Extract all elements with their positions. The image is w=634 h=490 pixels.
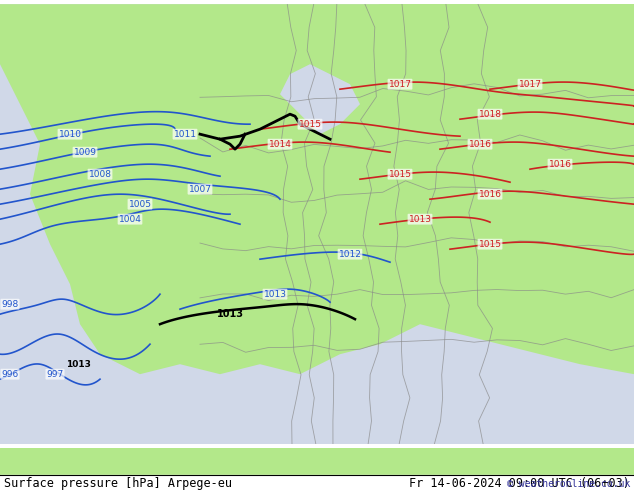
Text: 1005: 1005 bbox=[129, 200, 152, 209]
Text: 1013: 1013 bbox=[264, 290, 287, 299]
Polygon shape bbox=[280, 64, 360, 134]
Text: 1018: 1018 bbox=[479, 110, 501, 119]
Text: 996: 996 bbox=[1, 369, 18, 379]
Text: 1013: 1013 bbox=[408, 215, 432, 223]
Text: 1017: 1017 bbox=[519, 80, 541, 89]
Text: 998: 998 bbox=[1, 300, 18, 309]
Text: 1004: 1004 bbox=[119, 215, 141, 223]
Text: 1012: 1012 bbox=[339, 250, 361, 259]
Text: 1015: 1015 bbox=[479, 240, 501, 248]
Text: 1013: 1013 bbox=[216, 309, 243, 319]
Text: Fr 14-06-2024 09:00 UTC (06+03): Fr 14-06-2024 09:00 UTC (06+03) bbox=[409, 477, 630, 490]
Bar bbox=[0, 475, 634, 490]
Text: 1016: 1016 bbox=[479, 190, 501, 198]
Polygon shape bbox=[330, 4, 634, 214]
Text: 1009: 1009 bbox=[74, 147, 96, 157]
Text: 1010: 1010 bbox=[58, 130, 82, 139]
Text: 1016: 1016 bbox=[548, 160, 571, 169]
Text: 1016: 1016 bbox=[469, 140, 491, 148]
Text: 1015: 1015 bbox=[389, 170, 411, 179]
Text: 1017: 1017 bbox=[389, 80, 411, 89]
Text: 1014: 1014 bbox=[269, 140, 292, 148]
Text: © weatheronline.co.uk: © weatheronline.co.uk bbox=[507, 479, 630, 489]
Text: 1011: 1011 bbox=[174, 130, 197, 139]
Text: 997: 997 bbox=[46, 369, 63, 379]
Bar bbox=[0, 448, 634, 475]
Text: 1013: 1013 bbox=[65, 360, 91, 368]
Text: 1008: 1008 bbox=[89, 170, 112, 179]
Text: 1007: 1007 bbox=[188, 185, 212, 194]
Polygon shape bbox=[0, 4, 634, 374]
Text: Surface pressure [hPa] Arpege-eu: Surface pressure [hPa] Arpege-eu bbox=[4, 477, 232, 490]
Text: 1015: 1015 bbox=[299, 120, 321, 129]
